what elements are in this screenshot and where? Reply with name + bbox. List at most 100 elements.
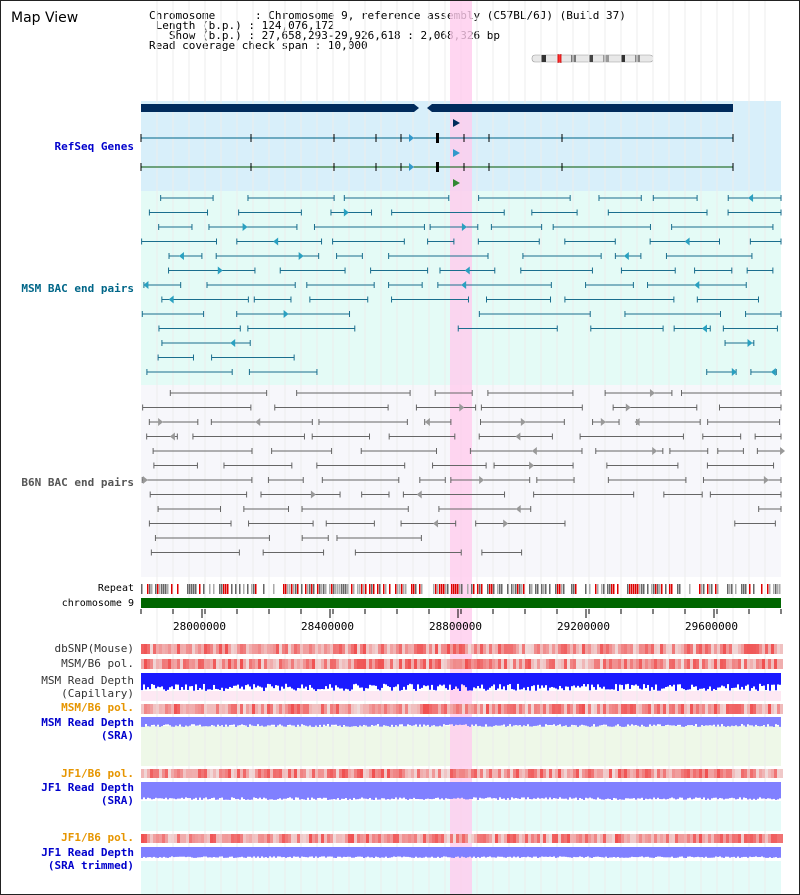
msm-b6-pol-cell xyxy=(204,704,207,714)
jf1-b6-pol-cell xyxy=(729,834,732,843)
jf1-depth-trim-bar xyxy=(355,847,357,857)
jf1-depth-trim-bar xyxy=(271,847,273,858)
msm-depth-cap-bar xyxy=(453,673,455,690)
jf1-b6-pol-cell xyxy=(510,769,513,778)
jf1-depth-sra-bar xyxy=(257,782,259,799)
dbsnp-cell xyxy=(465,644,468,654)
jf1-b6-pol-cell xyxy=(213,834,216,843)
jf1-depth-trim-bar xyxy=(357,847,359,857)
msm-b6-pol-cell xyxy=(765,704,768,714)
jf1-b6-pol-cell xyxy=(315,769,318,778)
jf1-depth-trim-bar xyxy=(521,847,523,858)
track-label-jf1-depth-trim-sub: (SRA trimmed) xyxy=(47,859,134,872)
jf1-b6-pol-cell xyxy=(348,834,351,843)
msm-b6-pol-cell xyxy=(450,659,453,669)
jf1-depth-sra-bar xyxy=(165,782,167,798)
jf1-depth-trim-bar xyxy=(723,847,725,858)
msm-b6-pol-cell xyxy=(729,659,732,669)
jf1-b6-pol-cell xyxy=(180,834,183,843)
msm-b6-pol-cell xyxy=(516,659,519,669)
jf1-depth-sra-bar xyxy=(653,782,655,798)
jf1-depth-trim-bar xyxy=(333,847,335,858)
dbsnp-cell xyxy=(177,644,180,654)
repeat-element xyxy=(325,584,327,594)
jf1-depth-trim-bar xyxy=(423,847,425,858)
dbsnp-cell xyxy=(225,644,228,654)
msm-depth-cap-bar xyxy=(617,673,619,691)
jf1-depth-sra-bar xyxy=(595,782,597,800)
dbsnp-cell xyxy=(756,644,759,654)
jf1-b6-pol-cell xyxy=(321,834,324,843)
msm-b6-pol-cell xyxy=(522,659,525,669)
jf1-depth-sra-bar xyxy=(361,782,363,798)
jf1-depth-sra-bar xyxy=(391,782,393,799)
jf1-depth-trim-bar xyxy=(289,847,291,857)
msm-b6-pol-cell xyxy=(375,704,378,714)
msm-b6-pol-cell xyxy=(357,704,360,714)
msm-depth-sra-bar xyxy=(245,717,247,726)
jf1-b6-pol-cell xyxy=(498,769,501,778)
msm-depth-sra-bar xyxy=(425,717,427,726)
msm-depth-sra-bar xyxy=(595,717,597,727)
jf1-b6-pol-cell xyxy=(255,834,258,843)
jf1-depth-trim-bar xyxy=(299,847,301,858)
msm-depth-sra-bar xyxy=(273,717,275,725)
msm-depth-sra-bar xyxy=(633,717,635,726)
msm-depth-cap-bar xyxy=(501,673,503,690)
jf1-depth-sra-bar xyxy=(515,782,517,798)
msm-depth-sra-bar xyxy=(613,717,615,727)
dbsnp-cell xyxy=(438,644,441,654)
jf1-depth-trim-bar xyxy=(287,847,289,858)
msm-b6-pol-cell xyxy=(222,659,225,669)
dbsnp-cell xyxy=(264,644,267,654)
jf1-b6-pol-cell xyxy=(201,834,204,843)
jf1-depth-trim-bar xyxy=(451,847,453,858)
jf1-b6-pol-cell xyxy=(585,834,588,843)
jf1-depth-trim-bar xyxy=(611,847,613,858)
msm-b6-pol-cell xyxy=(480,704,483,714)
jf1-depth-trim-bar xyxy=(747,847,749,858)
msm-b6-pol-cell xyxy=(507,704,510,714)
jf1-depth-sra-bar xyxy=(667,782,669,799)
jf1-depth-sra-bar xyxy=(181,782,183,798)
jf1-b6-pol-cell xyxy=(564,769,567,778)
jf1-depth-sra-bar xyxy=(303,782,305,800)
msm-depth-cap-bar xyxy=(539,673,541,689)
jf1-depth-sra-bar xyxy=(359,782,361,799)
jf1-b6-pol-cell xyxy=(744,769,747,778)
dbsnp-cell xyxy=(324,644,327,654)
msm-b6-pol-cell xyxy=(606,704,609,714)
msm-depth-cap-bar xyxy=(525,673,527,691)
jf1-depth-trim-bar xyxy=(331,847,333,857)
msm-b6-pol-cell xyxy=(681,704,684,714)
jf1-depth-sra-bar xyxy=(531,782,533,800)
jf1-b6-pol-cell xyxy=(558,834,561,843)
jf1-b6-pol-cell xyxy=(729,769,732,778)
axis-tick-label: 28400000 xyxy=(301,620,354,633)
msm-depth-sra-bar xyxy=(769,717,771,727)
msm-depth-cap-bar xyxy=(527,673,529,687)
jf1-depth-sra-bar xyxy=(195,782,197,798)
msm-b6-pol-cell xyxy=(396,659,399,669)
msm-depth-cap-bar xyxy=(245,673,247,686)
jf1-depth-trim-bar xyxy=(739,847,741,858)
jf1-depth-trim-bar xyxy=(157,847,159,858)
msm-b6-pol-cell xyxy=(555,704,558,714)
msm-depth-sra-bar xyxy=(213,717,215,726)
msm-b6-pol-cell xyxy=(774,659,777,669)
jf1-depth-trim-bar xyxy=(619,847,621,858)
jf1-b6-pol-cell xyxy=(681,769,684,778)
msm-depth-cap-bar xyxy=(747,673,749,685)
jf1-b6-pol-cell xyxy=(429,834,432,843)
msm-b6-pol-cell xyxy=(621,704,624,714)
repeat-element xyxy=(661,584,663,594)
repeat-element xyxy=(519,584,521,594)
jf1-depth-sra-bar xyxy=(701,782,703,800)
jf1-b6-pol-cell xyxy=(240,769,243,778)
msm-depth-sra-bar xyxy=(385,717,387,726)
jf1-depth-sra-bar xyxy=(409,782,411,799)
jf1-depth-trim-bar xyxy=(197,847,199,858)
repeat-element xyxy=(373,584,375,594)
jf1-depth-sra-bar xyxy=(559,782,561,798)
